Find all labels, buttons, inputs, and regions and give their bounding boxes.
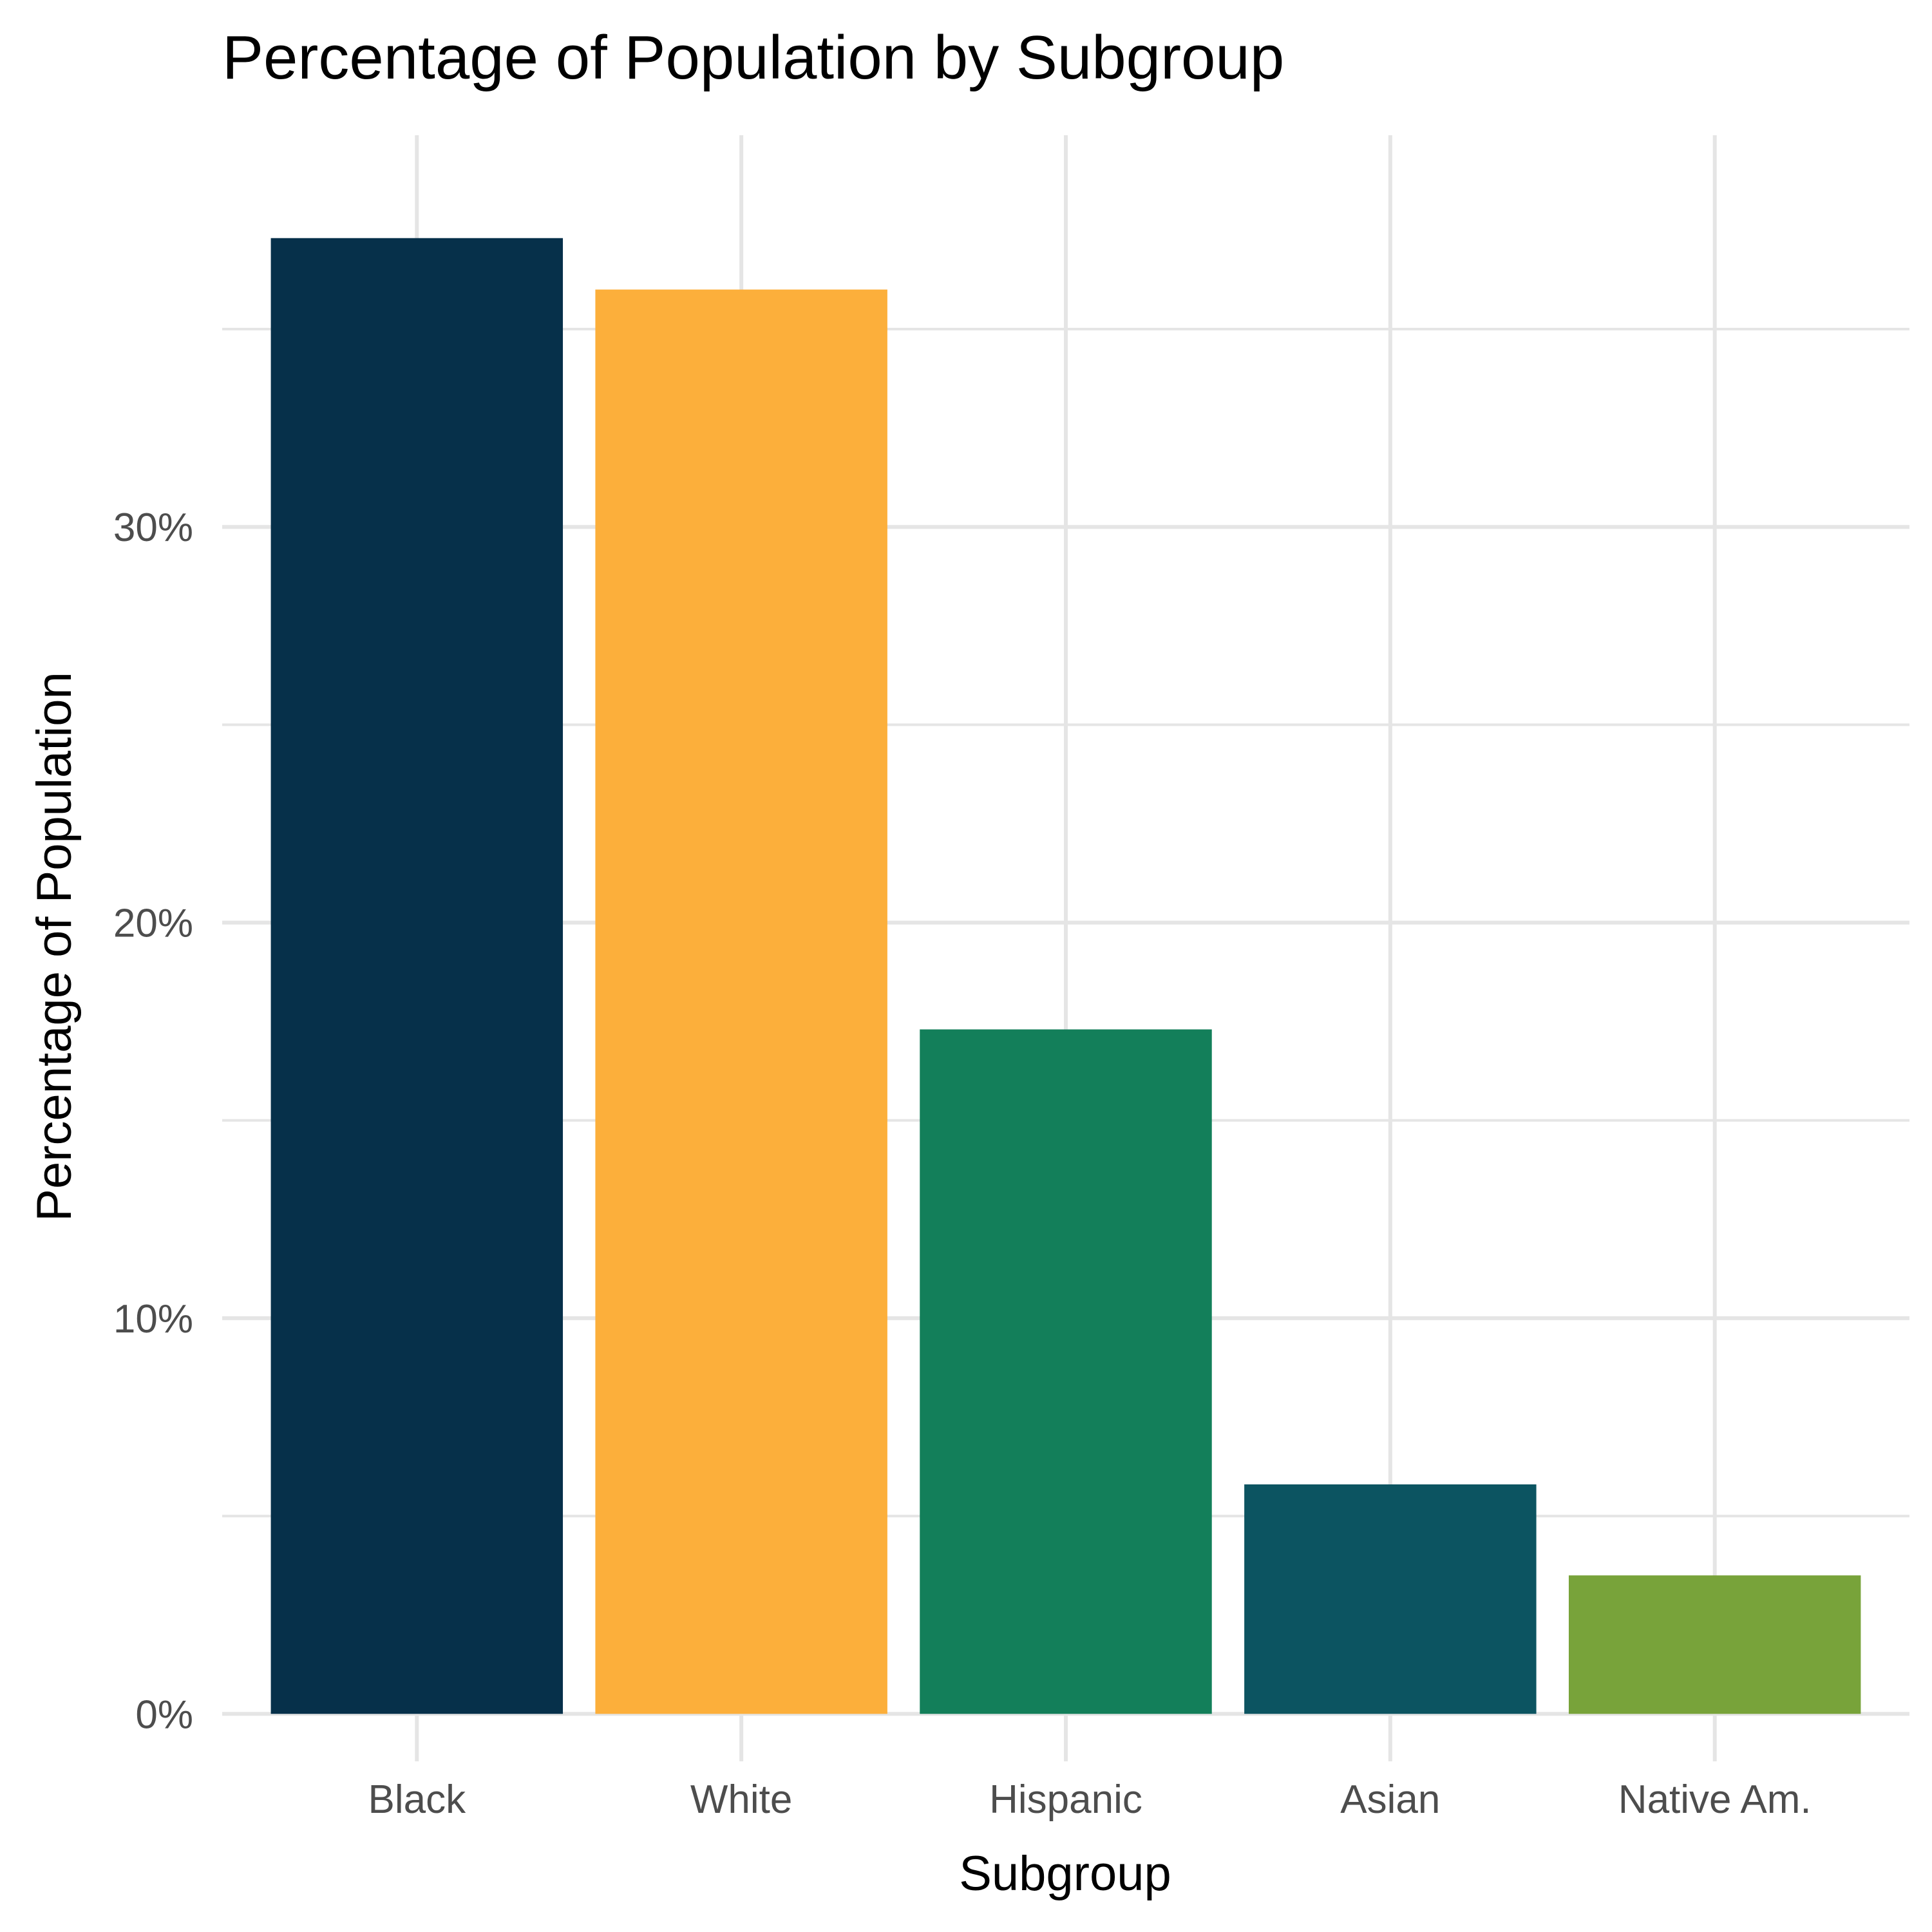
y-axis-title: Percentage of Population xyxy=(27,672,82,1222)
bar-hispanic xyxy=(920,1029,1211,1714)
y-tick-label: 20% xyxy=(113,902,193,946)
bar-asian xyxy=(1244,1484,1536,1714)
x-tick-label: Black xyxy=(368,1777,467,1822)
x-tick-label: White xyxy=(690,1777,792,1822)
x-tick-label: Native Am. xyxy=(1618,1777,1812,1822)
bar-white xyxy=(595,290,887,1714)
y-axis-ticks: 0% 10% 20% 30% xyxy=(113,506,193,1737)
y-tick-label: 10% xyxy=(113,1297,193,1341)
bar-black xyxy=(271,238,563,1714)
x-tick-label: Asian xyxy=(1340,1777,1440,1822)
x-tick-label: Hispanic xyxy=(989,1777,1142,1822)
y-tick-label: 0% xyxy=(135,1692,193,1737)
y-tick-label: 30% xyxy=(113,506,193,550)
chart-title: Percentage of Population by Subgroup xyxy=(222,23,1284,92)
x-axis-ticks: Black White Hispanic Asian Native Am. xyxy=(368,1777,1812,1822)
x-axis-title: Subgroup xyxy=(959,1846,1171,1901)
bar-native-am xyxy=(1569,1575,1861,1714)
